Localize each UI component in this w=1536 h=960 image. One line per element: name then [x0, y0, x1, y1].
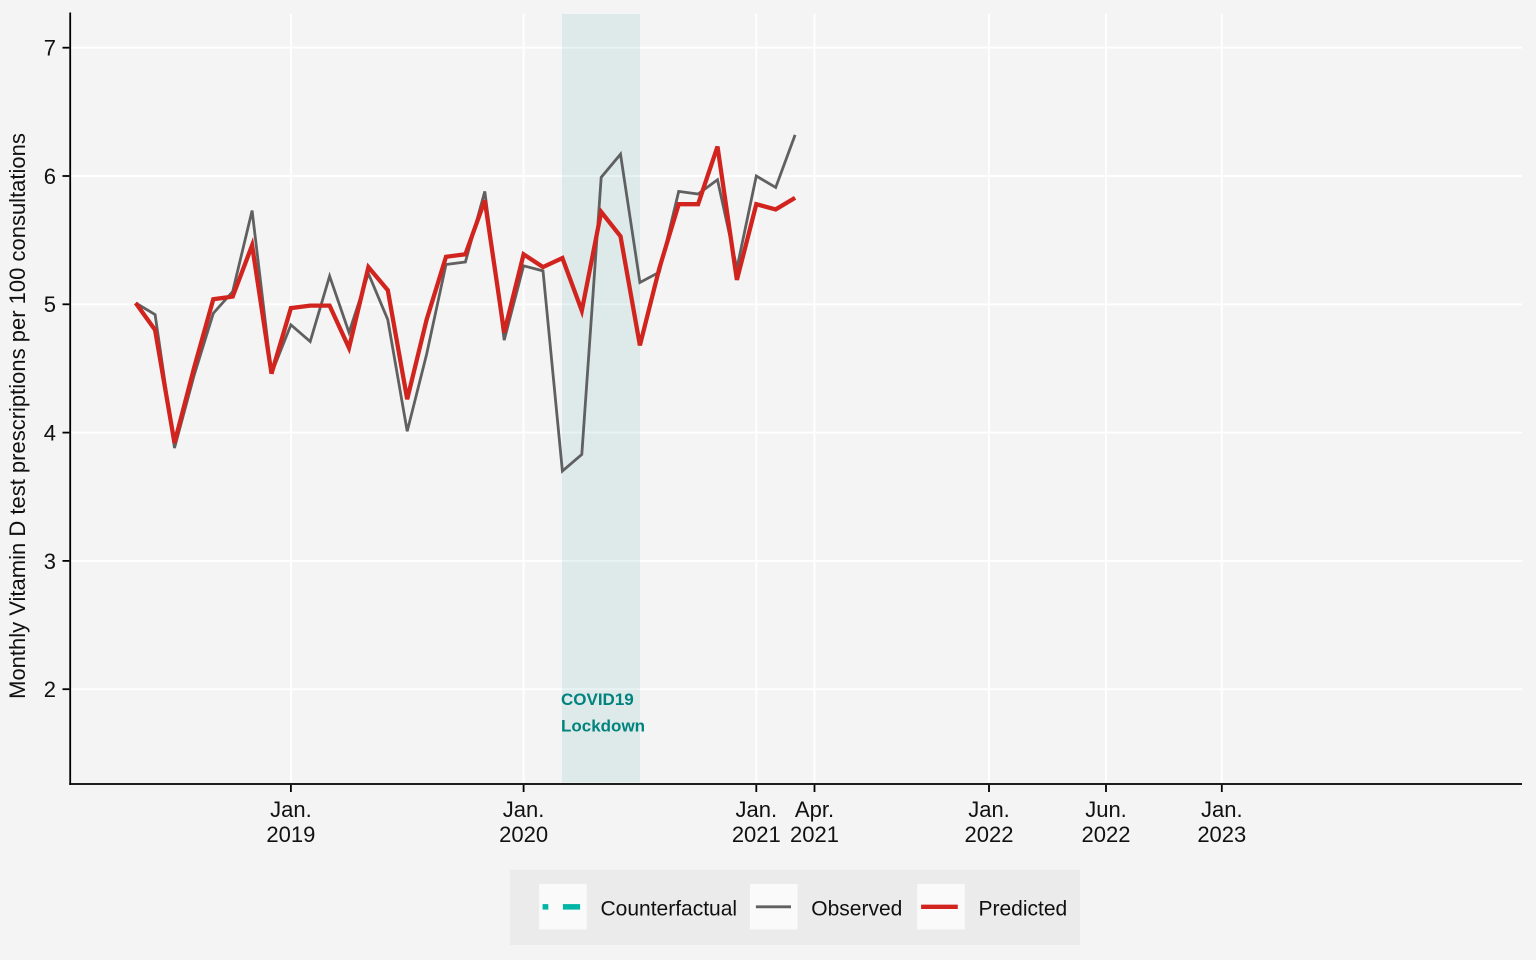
- svg-text:2021: 2021: [790, 822, 839, 847]
- svg-text:Observed: Observed: [811, 898, 902, 921]
- svg-text:Monthly Vitamin D test prescri: Monthly Vitamin D test prescriptions per…: [5, 133, 30, 699]
- svg-text:Jun.: Jun.: [1085, 797, 1127, 822]
- svg-text:Lockdown: Lockdown: [561, 717, 645, 736]
- svg-text:2023: 2023: [1197, 822, 1246, 847]
- svg-text:Counterfactual: Counterfactual: [601, 898, 738, 921]
- svg-text:2: 2: [44, 677, 56, 702]
- svg-text:Apr.: Apr.: [795, 797, 834, 822]
- svg-text:4: 4: [44, 421, 56, 446]
- svg-text:Jan.: Jan.: [736, 797, 778, 822]
- svg-text:2019: 2019: [266, 822, 315, 847]
- svg-text:Jan.: Jan.: [968, 797, 1010, 822]
- svg-text:7: 7: [44, 36, 56, 61]
- svg-text:2022: 2022: [1082, 822, 1131, 847]
- svg-text:Jan.: Jan.: [270, 797, 312, 822]
- svg-text:2022: 2022: [965, 822, 1014, 847]
- svg-text:2020: 2020: [499, 822, 548, 847]
- svg-text:3: 3: [44, 549, 56, 574]
- svg-text:6: 6: [44, 164, 56, 189]
- svg-text:Jan.: Jan.: [1201, 797, 1243, 822]
- svg-text:Jan.: Jan.: [503, 797, 545, 822]
- svg-text:2021: 2021: [732, 822, 781, 847]
- svg-text:Predicted: Predicted: [979, 898, 1068, 921]
- svg-text:5: 5: [44, 292, 56, 317]
- svg-text:COVID19: COVID19: [561, 690, 634, 709]
